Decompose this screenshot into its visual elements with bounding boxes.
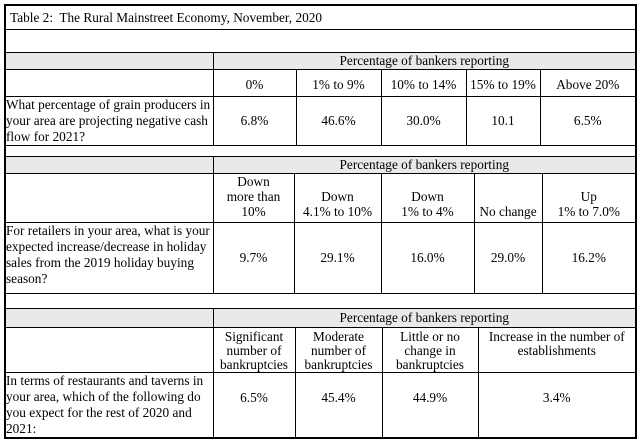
column-header-row: Significant number of bankruptcies Moder… [6, 327, 636, 373]
spacer [6, 30, 635, 52]
column-header-cell: Down more than 10% [212, 173, 295, 223]
header-left-empty-cell [6, 69, 214, 97]
value-cell: 6.5% [212, 372, 296, 437]
column-header-cell: Above 20% [539, 69, 636, 97]
restaurants-taverns-section: Percentage of bankers reporting Signific… [6, 308, 636, 437]
value-cell: 30.0% [380, 96, 467, 146]
column-header-cell: Significant number of bankruptcies [212, 327, 296, 373]
column-header-cell: Down 1% to 4% [380, 173, 475, 223]
question-cell: In terms of restaurants and taverns in y… [6, 372, 214, 437]
value-cell: 29.0% [473, 222, 543, 294]
column-header-cell: Increase in the number of establishments [477, 327, 636, 373]
value-cell: 46.6% [295, 96, 382, 146]
column-header-cell: 10% to 14% [380, 69, 467, 97]
banner-percentage-of-bankers-reporting: Percentage of bankers reporting [212, 156, 636, 174]
column-header-cell: Little or no change in bankruptcies [381, 327, 479, 373]
value-cell: 9.7% [212, 222, 295, 294]
column-header-cell: Moderate number of bankruptcies [294, 327, 383, 373]
document-page: { "title": "Table 2: The Rural Mainstree… [4, 4, 637, 439]
data-row: What percentage of grain producers in yo… [6, 96, 636, 146]
column-header-row: 0% 1% to 9% 10% to 14% 15% to 19% Above … [6, 69, 636, 97]
column-header-cell: 15% to 19% [465, 69, 541, 97]
column-header-cell: Up 1% to 7.0% [541, 173, 636, 223]
banner-left-empty-cell [6, 52, 214, 70]
question-cell: What percentage of grain producers in yo… [6, 96, 214, 146]
value-cell: 29.1% [293, 222, 382, 294]
column-header-cell: 0% [212, 69, 297, 97]
header-left-empty-cell [6, 173, 214, 223]
banner-percentage-of-bankers-reporting: Percentage of bankers reporting [212, 52, 636, 70]
banner-left-empty-cell [6, 308, 214, 328]
value-cell: 16.0% [380, 222, 475, 294]
header-left-empty-cell [6, 327, 214, 373]
value-cell: 44.9% [381, 372, 479, 437]
column-header-cell: 1% to 9% [295, 69, 382, 97]
banner-left-empty-cell [6, 156, 214, 174]
data-row: For retailers in your area, what is your… [6, 222, 636, 294]
table-2-rural-mainstreet-economy: Table 2: The Rural Mainstreet Economy, N… [4, 4, 637, 439]
grain-producers-section: Percentage of bankers reporting 0% 1% to… [6, 52, 636, 146]
value-cell: 6.8% [212, 96, 297, 146]
data-row: In terms of restaurants and taverns in y… [6, 372, 636, 437]
spacer [6, 294, 635, 308]
value-cell: 45.4% [294, 372, 383, 437]
banner-row: Percentage of bankers reporting [6, 156, 636, 174]
column-header-row: Down more than 10% Down 4.1% to 10% Down… [6, 173, 636, 223]
value-cell: 10.1 [465, 96, 541, 146]
holiday-sales-section: Percentage of bankers reporting Down mor… [6, 156, 636, 294]
value-cell: 6.5% [539, 96, 636, 146]
banner-row: Percentage of bankers reporting [6, 52, 636, 70]
value-cell: 16.2% [541, 222, 636, 294]
banner-row: Percentage of bankers reporting [6, 308, 636, 328]
question-cell: For retailers in your area, what is your… [6, 222, 214, 294]
value-cell: 3.4% [477, 372, 636, 437]
column-header-cell: No change [473, 173, 543, 223]
table-title: Table 2: The Rural Mainstreet Economy, N… [6, 6, 635, 30]
column-header-cell: Down 4.1% to 10% [293, 173, 382, 223]
banner-percentage-of-bankers-reporting: Percentage of bankers reporting [212, 308, 636, 328]
spacer [6, 146, 635, 156]
